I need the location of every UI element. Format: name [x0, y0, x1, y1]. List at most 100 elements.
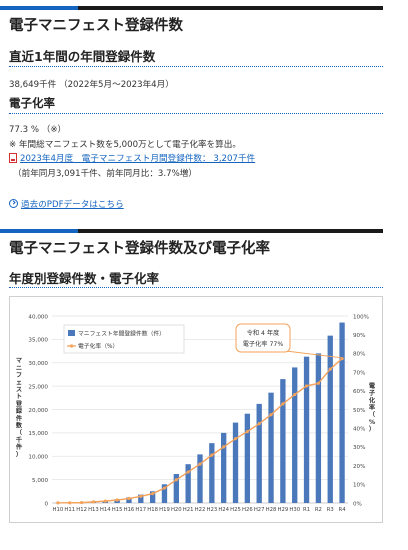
chart-frame: 0 5,000 10,000 15,000 20,000 25,000 30,000 35,0…: [9, 296, 383, 523]
section-top-rule: [0, 6, 383, 10]
rate-value: 77.3 % （※）: [9, 125, 67, 135]
bar: [339, 322, 345, 503]
x-tick-label: H12: [76, 507, 87, 513]
left-tick-label: 10,000: [28, 455, 48, 461]
right-tick-label: 90%: [353, 333, 365, 339]
x-tick-label: R3: [327, 507, 334, 513]
left-axis-title: ニ: [16, 365, 22, 372]
rate-point: [186, 470, 190, 474]
right-axis-title: 電: [369, 382, 376, 390]
bar: [126, 497, 132, 503]
rate-point: [115, 498, 119, 502]
bar: [327, 335, 333, 503]
x-tick-label: H24: [218, 507, 229, 513]
pdf-archive-link[interactable]: 過去のPDFデータはこちら: [21, 200, 124, 210]
left-axis-title: 件: [16, 414, 23, 422]
annual-count-value: 38,649千件 （2022年5月～2023年4月）: [9, 80, 174, 90]
rate-note: ※ 年間総マニフェスト数を5,000万として電子化率を算出。: [9, 140, 241, 150]
right-tick-label: 10%: [353, 483, 365, 489]
bar: [138, 494, 144, 503]
left-axis-title: ）: [16, 450, 22, 458]
divider: [9, 287, 383, 288]
monthly-count-link[interactable]: 2023年4月度 電子マニフェスト月間登録件数： 3,207千件: [20, 154, 256, 164]
page-title: 電子マニフェスト登録件数: [9, 18, 183, 34]
x-tick-label: R4: [339, 507, 347, 513]
legend-label: マニフェスト年間登録件数（件）: [78, 330, 165, 338]
bar: [244, 413, 251, 503]
annotation-box: [235, 323, 291, 353]
rate-point: [257, 422, 261, 426]
rate-point: [222, 445, 226, 449]
bar: [197, 454, 203, 503]
rate-point: [139, 494, 143, 498]
legend-swatch-point: [69, 344, 74, 348]
left-axis-title: 録: [16, 407, 23, 415]
annotation-line2: 電子化率 77%: [243, 340, 284, 348]
rate-point: [127, 496, 131, 501]
rate-point: [68, 501, 72, 505]
left-tick-label: 5,000: [32, 478, 48, 484]
rate-point: [340, 357, 344, 361]
legend-swatch-bar: [68, 330, 75, 336]
left-tick-label: 0: [44, 501, 48, 507]
right-axis-title: （: [369, 411, 376, 419]
left-axis-title: 数: [16, 422, 23, 430]
legend-label: 電子化率（%）: [78, 342, 118, 350]
pdf-file-icon: [9, 153, 17, 163]
bar: [221, 432, 227, 503]
x-tick-label: H26: [242, 507, 253, 513]
legend-box: [63, 324, 185, 354]
rate-point: [328, 367, 332, 371]
x-tick-label: R1: [303, 507, 310, 513]
left-axis-title: マ: [16, 358, 22, 365]
right-tick-label: 30%: [353, 445, 365, 451]
rate-point: [304, 384, 309, 388]
x-tick-label: H23: [206, 507, 217, 513]
right-tick-label: 0%: [353, 501, 362, 507]
x-tick-label: H30: [289, 507, 300, 513]
x-tick-label: R2: [315, 507, 322, 513]
annual-count-heading: 直近1年間の年間登録件数: [9, 49, 156, 64]
x-tick-label: H29: [278, 507, 289, 513]
left-tick-label: 20,000: [28, 408, 48, 414]
rate-heading: 電子化率: [9, 96, 55, 110]
x-tick-label: H20: [171, 507, 182, 513]
x-tick-label: H18: [147, 507, 158, 513]
bar: [232, 422, 239, 503]
right-tick-label: 50%: [353, 408, 365, 414]
right-tick-label: 70%: [353, 370, 365, 376]
rate-point: [80, 501, 84, 505]
bar: [280, 379, 286, 503]
left-tick-label: 25,000: [28, 384, 48, 390]
x-tick-label: H27: [254, 507, 265, 513]
combo-chart: 0 5,000 10,000 15,000 20,000 25,000 30,000 35,0…: [15, 314, 376, 513]
bar: [315, 353, 322, 503]
x-tick-label: H21: [183, 507, 194, 513]
bar: [268, 392, 274, 503]
right-tick-label: 80%: [353, 352, 365, 358]
left-axis-title: 千: [16, 436, 23, 444]
bar: [256, 403, 262, 503]
right-axis-title: %: [369, 419, 375, 426]
x-tick-label: H11: [64, 507, 75, 513]
left-axis-title: 登: [15, 400, 23, 408]
left-axis-title: 件: [16, 443, 23, 451]
right-axis-title: ）: [369, 425, 375, 433]
x-tick-label: H25: [230, 507, 241, 513]
monthly-note: （前年同月3,091千件、前年同月比：3.7%増）: [13, 169, 197, 179]
section-top-rule: [0, 229, 383, 233]
bar: [303, 356, 310, 503]
rate-point: [198, 462, 202, 466]
rate-point: [245, 429, 249, 434]
rate-point: [162, 486, 167, 490]
divider: [9, 66, 383, 67]
right-tick-label: 100%: [353, 314, 369, 320]
x-tick-label: H13: [88, 507, 99, 513]
chart-section-title: 電子マニフェスト登録件数及び電子化率: [9, 241, 270, 257]
left-tick-label: 35,000: [28, 338, 48, 344]
right-tick-label: 60%: [353, 389, 365, 395]
left-tick-label: 30,000: [28, 361, 48, 367]
right-tick-label: 20%: [353, 464, 365, 470]
x-tick-label: H14: [100, 507, 111, 513]
bar: [173, 474, 179, 503]
